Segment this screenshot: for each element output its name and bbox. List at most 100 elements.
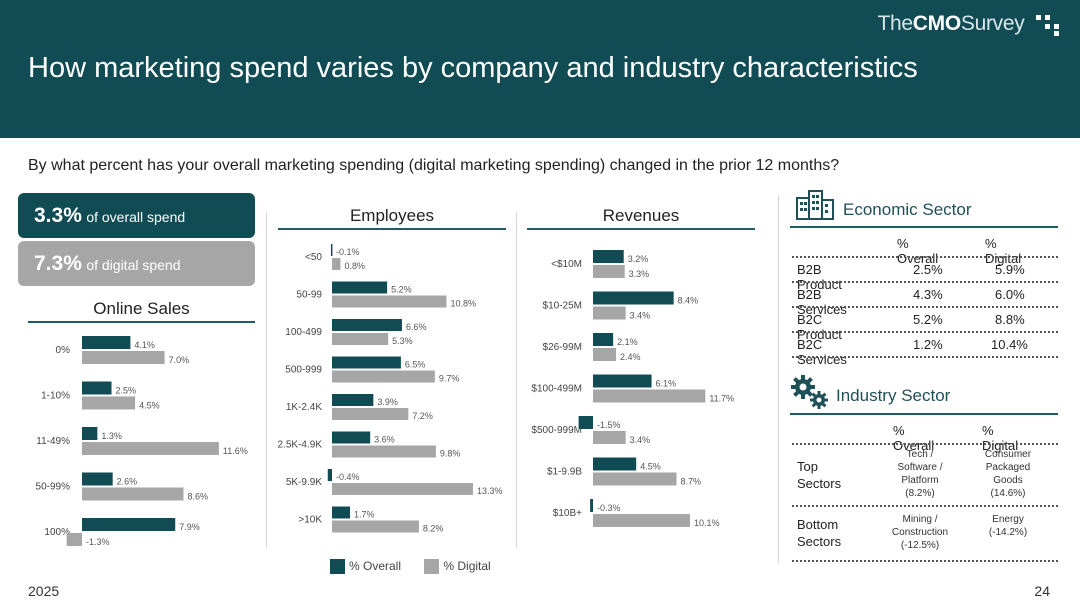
economic-divider: [792, 281, 1058, 283]
category-label: <$10M: [551, 259, 582, 270]
bar-digital: [332, 445, 436, 458]
industry-sector-title: Industry Sector: [836, 386, 951, 405]
bar-digital: [332, 483, 473, 495]
data-label-overall: -0.3%: [597, 503, 621, 513]
data-label-overall: 3.9%: [377, 397, 398, 407]
data-label-overall: -1.5%: [597, 420, 621, 430]
economic-col-overall: % Overall: [897, 236, 939, 266]
header-banner: TheCMOSurvey How marketing spend varies …: [0, 0, 1080, 138]
category-label: 1-10%: [41, 391, 70, 402]
data-label-overall: 2.6%: [117, 477, 138, 487]
category-label: 500-999: [285, 365, 322, 376]
kpi-overall-spend: 3.3% of overall spend: [18, 193, 255, 238]
industry-divider: [792, 505, 1058, 507]
industry-col-overall: % Overall: [893, 423, 935, 453]
brand-cmo: CMO: [912, 12, 961, 35]
industry-divider: [792, 443, 1058, 445]
industry-top-overall-line: Platform: [901, 475, 939, 486]
industry-divider: [792, 560, 1058, 562]
industry-top-overall-line: (8.2%): [905, 488, 935, 499]
data-label-digital: 13.3%: [477, 486, 503, 496]
legend-digital-swatch: [424, 559, 440, 575]
economic-divider: [792, 256, 1058, 258]
bar-overall: [82, 472, 113, 486]
data-label-digital: 10.8%: [450, 299, 476, 309]
economic-col-digital: % Digital: [985, 236, 1022, 266]
kpi-overall-value: 3.3%: [34, 204, 82, 227]
economic-row-label: B2C Product: [797, 312, 842, 342]
category-label: $10-25M: [543, 301, 582, 312]
bar-overall: [590, 499, 593, 512]
kpi-digital-label: of digital spend: [86, 257, 181, 273]
gears-icon: [791, 375, 828, 409]
economic-row-digital: 8.8%: [995, 312, 1025, 327]
bar-overall: [578, 416, 593, 429]
data-label-digital: 4.5%: [139, 401, 160, 411]
bar-overall: [593, 374, 652, 388]
bar-overall: [332, 319, 402, 331]
economic-row-overall: 4.3%: [913, 287, 943, 302]
data-label-digital: 7.2%: [412, 411, 433, 421]
industry-col-digital: % Digital: [982, 423, 1019, 453]
economic-divider: [792, 331, 1058, 333]
data-label-digital: 9.8%: [440, 449, 461, 459]
brand-logo: TheCMOSurvey: [877, 12, 1063, 37]
bar-digital: [66, 533, 82, 546]
brand-dots-icon: [1036, 13, 1062, 37]
bar-digital: [593, 472, 677, 486]
category-label: 100%: [44, 527, 70, 538]
bar-overall: [593, 291, 674, 305]
data-label-digital: 2.4%: [620, 352, 641, 362]
kpi-digital-spend: 7.3% of digital spend: [18, 241, 255, 286]
data-label-overall: -0.4%: [336, 472, 360, 482]
online-sales-title: Online Sales: [93, 299, 190, 318]
bar-overall: [327, 469, 332, 481]
data-label-digital: 8.2%: [423, 524, 444, 534]
bar-digital: [332, 370, 435, 383]
industry-sector-rule: [790, 413, 1058, 415]
industry-top-digital-line: Goods: [993, 475, 1023, 486]
category-label: 0%: [56, 345, 71, 356]
legend-overall-label: % Overall: [349, 559, 402, 573]
revenues-chart: <$10M 3.2% 3.3% $10-25M 8.4% 3.4% $26-99M 2.1% 2…: [531, 250, 734, 528]
bar-digital: [593, 514, 690, 527]
data-label-digital: 3.4%: [630, 435, 651, 445]
data-label-overall: 3.2%: [628, 254, 649, 264]
data-label-overall: 6.1%: [656, 379, 677, 389]
industry-top-label: Top Sectors: [797, 459, 842, 491]
separator-3: [778, 195, 779, 563]
buildings-icon: [796, 190, 834, 220]
bar-digital: [82, 351, 165, 364]
data-label-overall: 5.2%: [391, 285, 412, 295]
revenues-rule: [527, 228, 755, 230]
data-label-overall: 2.1%: [617, 337, 638, 347]
category-label: 11-49%: [36, 436, 70, 447]
industry-bottom-overall: Mining / Construction (-12.5%): [880, 513, 960, 552]
category-label: <50: [305, 252, 322, 263]
data-label-overall: 6.6%: [406, 322, 427, 332]
category-label: 50-99: [296, 290, 322, 301]
economic-row-digital: 10.4%: [991, 337, 1028, 352]
page-number: 24: [1034, 583, 1050, 599]
brand-suffix: Survey: [960, 12, 1025, 35]
bar-digital: [82, 396, 136, 410]
slide-title: How marketing spend varies by company an…: [28, 52, 918, 84]
category-label: 2.5K-4.9K: [278, 440, 323, 451]
separator-2: [516, 212, 517, 548]
economic-row-digital: 5.9%: [995, 262, 1025, 277]
legend-overall-swatch: [330, 559, 345, 575]
category-label: 100-499: [285, 327, 322, 338]
industry-top-overall-line: Software /: [897, 462, 943, 473]
data-label-overall: 7.9%: [179, 522, 200, 532]
bar-digital: [593, 348, 617, 361]
industry-top-overall: Tech / Software / Platform (8.2%): [880, 448, 960, 500]
data-label-digital: 10.1%: [694, 518, 720, 528]
data-label-digital: 11.7%: [709, 394, 734, 404]
industry-bottom-overall-line: Mining /: [902, 514, 938, 525]
bar-digital: [593, 389, 706, 403]
industry-bottom-digital-line: Energy: [992, 514, 1024, 525]
bar-overall: [82, 427, 98, 440]
bar-digital: [593, 431, 626, 444]
data-label-overall: 1.7%: [354, 510, 375, 520]
brand-prefix: The: [877, 12, 914, 35]
